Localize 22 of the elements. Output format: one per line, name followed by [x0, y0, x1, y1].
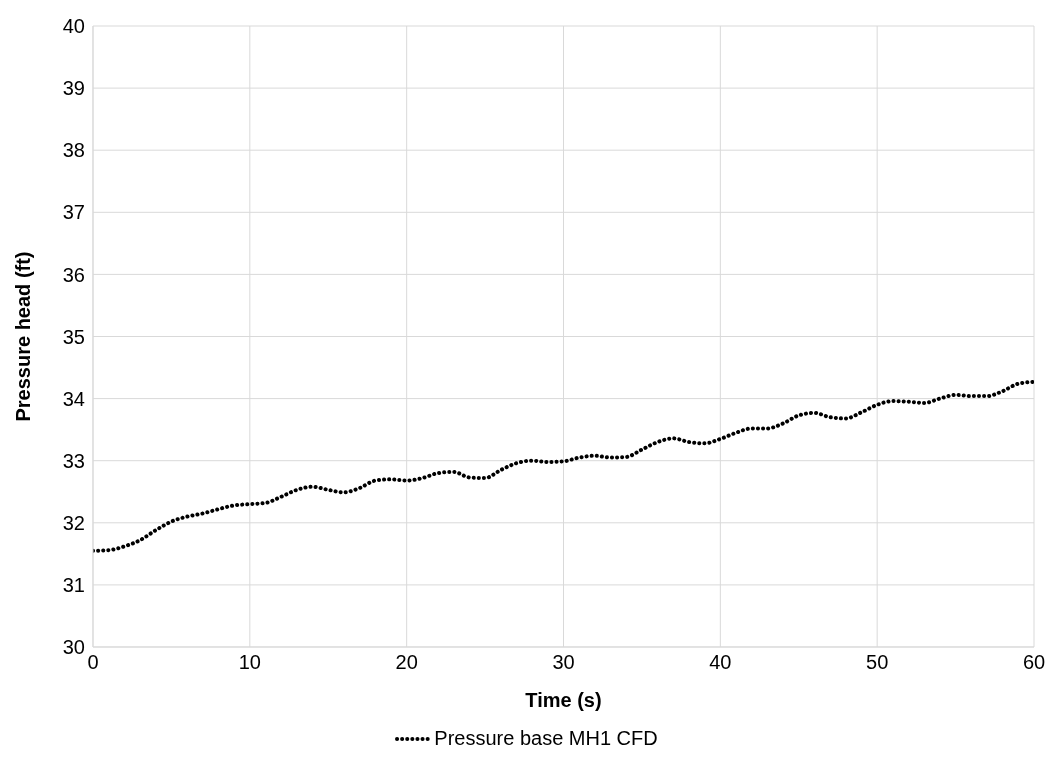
- y-tick-label: 30: [62, 636, 85, 659]
- y-tick-label: 34: [62, 387, 85, 410]
- y-tick-label: 37: [62, 201, 85, 224]
- x-tick-label: 40: [709, 651, 732, 674]
- x-tick-label: 50: [866, 651, 889, 674]
- y-tick-label: 39: [62, 77, 85, 100]
- legend-label: Pressure base MH1 CFD: [433, 727, 658, 750]
- y-tick-label: 38: [62, 139, 85, 162]
- y-tick-label: 35: [62, 325, 85, 348]
- x-tick-label: 30: [552, 651, 575, 674]
- y-tick-label: 33: [62, 449, 85, 472]
- x-tick-label: 10: [238, 651, 261, 674]
- x-tick-label: 60: [1022, 651, 1046, 674]
- x-tick-label: 0: [87, 651, 99, 674]
- y-tick-label: 31: [62, 574, 85, 596]
- x-axis-title: Time (s): [525, 689, 602, 711]
- line-series: [93, 379, 1034, 553]
- y-axis-title: Pressure head (ft): [12, 251, 35, 422]
- y-tick-label: 32: [62, 511, 85, 534]
- y-tick-label: 36: [62, 263, 85, 286]
- y-tick-label: 40: [62, 15, 85, 38]
- x-tick-label: 20: [395, 651, 418, 674]
